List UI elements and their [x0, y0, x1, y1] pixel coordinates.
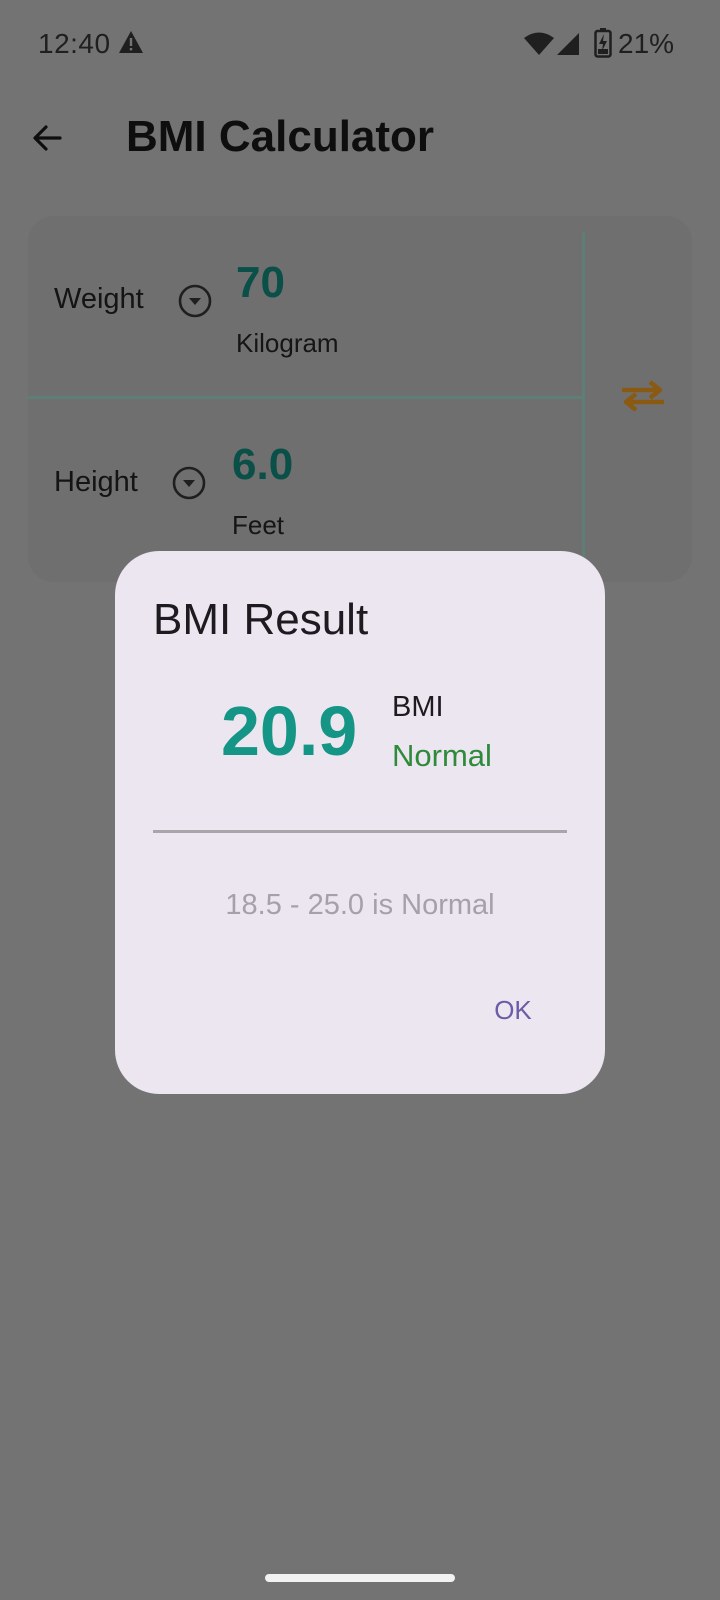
weight-label: Weight	[54, 283, 144, 315]
status-bar: 12:40 21%	[0, 0, 720, 90]
signal-icon	[557, 33, 579, 55]
card-divider	[28, 396, 584, 399]
height-label: Height	[54, 466, 138, 498]
home-indicator[interactable]	[265, 1574, 455, 1582]
wifi-icon	[524, 32, 554, 55]
input-card: Weight 70 Kilogram Height 6.0 Feet	[28, 216, 692, 586]
battery-charging-icon	[594, 28, 612, 58]
weight-unit: Kilogram	[236, 328, 339, 358]
weight-value[interactable]: 70	[236, 258, 285, 307]
height-unit: Feet	[232, 510, 285, 540]
back-arrow-icon[interactable]	[30, 120, 66, 156]
dialog-title: BMI Result	[153, 595, 369, 644]
ok-button[interactable]: OK	[494, 995, 532, 1025]
bmi-value: 20.9	[221, 692, 358, 770]
swap-icon[interactable]	[618, 376, 668, 416]
bmi-label: BMI	[392, 691, 444, 723]
app-bar: BMI Calculator	[0, 90, 720, 184]
warning-icon	[119, 31, 143, 53]
status-time: 12:40	[38, 28, 111, 59]
battery-percent: 21%	[618, 28, 675, 59]
bmi-result-dialog: BMI Result 20.9 BMI Normal 18.5 - 25.0 i…	[115, 551, 605, 1094]
bmi-category: Normal	[392, 738, 492, 773]
dialog-divider	[153, 830, 567, 833]
card-divider-vertical	[582, 232, 585, 586]
height-dropdown-icon[interactable]	[172, 466, 206, 500]
weight-dropdown-icon[interactable]	[178, 284, 212, 318]
page-title: BMI Calculator	[126, 112, 435, 161]
normal-range-text: 18.5 - 25.0 is Normal	[225, 889, 495, 921]
height-value[interactable]: 6.0	[232, 440, 294, 489]
